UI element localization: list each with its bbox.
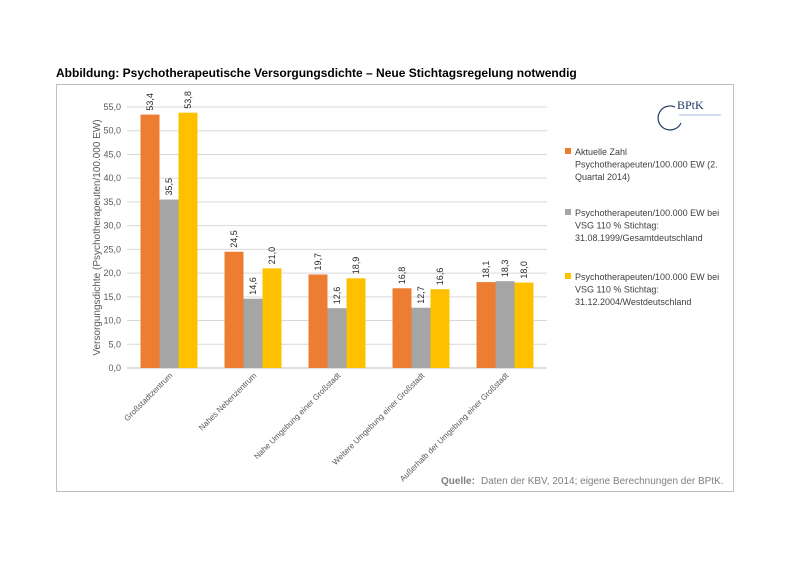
data-label: 12,7	[416, 286, 426, 304]
x-category-label: Nahe Umgebung einer Großstadt	[252, 371, 343, 462]
data-label: 18,9	[351, 257, 361, 275]
bar	[140, 114, 160, 368]
y-tick-label: 5,0	[108, 339, 121, 349]
source-text: Daten der KBV, 2014; eigene Berechnungen…	[481, 476, 724, 487]
data-label: 19,7	[313, 253, 323, 271]
data-label: 14,6	[248, 277, 258, 295]
legend-label: Psychotherapeuten/100.000 EW bei	[575, 272, 719, 282]
bar	[392, 288, 412, 368]
bar	[495, 281, 515, 368]
legend-swatch	[565, 209, 571, 215]
legend-label: Aktuelle Zahl	[575, 147, 627, 157]
data-label: 16,6	[435, 268, 445, 286]
legend-label: Psychotherapeuten/100.000 EW bei	[575, 208, 719, 218]
data-labels-layer: 53,4 35,5 53,8 24,5 14,6 21,0 19,7 12,6 18,9 16,8…	[145, 91, 529, 304]
bar	[327, 308, 347, 368]
legend-label: 31.12.2004/Westdeutschland	[575, 297, 691, 307]
bar	[346, 278, 366, 368]
data-label: 35,5	[164, 178, 174, 196]
y-tick-label: 15,0	[103, 292, 121, 302]
data-label: 24,5	[229, 230, 239, 248]
legend-swatch	[565, 148, 571, 154]
y-tick-label: 50,0	[103, 126, 121, 136]
legend-swatch	[565, 273, 571, 279]
y-tick-label: 55,0	[103, 102, 121, 112]
data-label: 16,8	[397, 267, 407, 285]
logo-arc-icon	[657, 105, 682, 131]
legend-label: 31.08.1999/Gesamtdeutschland	[575, 233, 703, 243]
data-label: 18,3	[500, 260, 510, 278]
legend-label: Psychotherapeuten/100.000 EW (2.	[575, 160, 718, 170]
legend: Aktuelle Zahl Psychotherapeuten/100.000 E…	[565, 147, 719, 307]
y-tick-label: 45,0	[103, 149, 121, 159]
data-label: 18,0	[519, 261, 529, 279]
data-label: 53,8	[183, 91, 193, 109]
chart-frame: 0,0 5,0 10,0 15,0 20,0 25,0 30,0 35,0 40,0 45,0 50…	[56, 84, 734, 492]
bar	[262, 268, 282, 368]
data-label: 18,1	[481, 261, 491, 279]
y-tick-label: 20,0	[103, 268, 121, 278]
page-title: Abbildung: Psychotherapeutische Versorgu…	[56, 66, 577, 80]
y-tick-label: 30,0	[103, 221, 121, 231]
legend-label: VSG 110 % Stichtag:	[575, 221, 659, 231]
y-tick-label: 25,0	[103, 244, 121, 254]
y-tick-label: 0,0	[108, 363, 121, 373]
x-category-label: Großstadtzentrum	[122, 371, 174, 423]
bars-layer	[140, 112, 534, 368]
data-label: 21,0	[267, 247, 277, 265]
y-tick-label: 40,0	[103, 173, 121, 183]
legend-label: VSG 110 % Stichtag:	[575, 285, 659, 295]
source-label: Quelle:	[441, 476, 475, 487]
bar	[224, 251, 244, 368]
bar	[243, 298, 263, 368]
bar-chart: 0,0 5,0 10,0 15,0 20,0 25,0 30,0 35,0 40,0 45,0 50…	[92, 91, 724, 487]
bar	[411, 307, 431, 368]
bar	[430, 289, 450, 368]
logo-text: BPtK	[677, 98, 704, 112]
data-label: 12,6	[332, 287, 342, 305]
bar	[476, 282, 496, 368]
y-axis-title: Versorgungsdichte (Psychotherapeuten/100…	[92, 119, 103, 355]
y-tick-label: 10,0	[103, 316, 121, 326]
legend-label: Quartal 2014)	[575, 172, 630, 182]
bar	[159, 199, 179, 368]
bptk-logo: BPtK	[657, 98, 721, 131]
data-label: 53,4	[145, 93, 155, 111]
y-tick-label: 35,0	[103, 197, 121, 207]
x-category-label: Weitere Umgebung einer Großstadt	[331, 371, 427, 467]
bar	[178, 112, 198, 368]
bar	[514, 282, 534, 368]
bar	[308, 274, 328, 368]
x-category-label: Nahes Nebenzentrum	[197, 371, 259, 433]
